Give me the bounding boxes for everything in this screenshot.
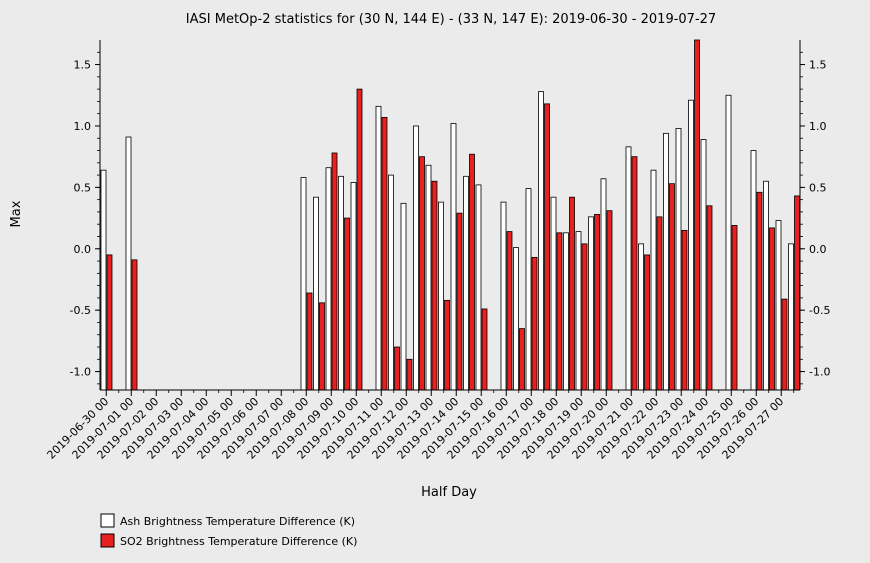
so2-bar-39	[594, 213, 600, 391]
axes-layer	[99, 40, 801, 391]
ash-bar-48	[700, 139, 707, 391]
so2-bar-23	[394, 346, 400, 391]
so2-bar-28	[456, 212, 463, 391]
ash-bar-0	[100, 169, 107, 391]
ash-bar-25	[413, 125, 419, 391]
so2-bar-24	[406, 358, 413, 391]
so2-bar-26	[431, 180, 438, 391]
ash-bar-26	[425, 164, 432, 391]
so2-bar-29	[469, 153, 475, 391]
ash-bar-52	[750, 150, 757, 391]
ash-bar-37	[563, 232, 569, 391]
x-axis-label: Half Day	[421, 485, 477, 500]
ash-bar-38	[575, 231, 582, 391]
so2-bar-53	[769, 227, 775, 391]
ash-bar-43	[638, 243, 644, 391]
y-tick-label-left-0: 1.5	[74, 59, 92, 72]
bars-layer	[100, 39, 800, 391]
so2-bar-47	[694, 39, 700, 391]
so2-bar-50	[731, 225, 738, 391]
ash-bar-46	[675, 128, 682, 391]
so2-bar-45	[669, 183, 675, 391]
so2-bar-22	[381, 116, 388, 391]
legend-swatch-so2	[100, 533, 115, 548]
so2-bar-54	[781, 298, 788, 391]
ash-bar-50	[725, 94, 732, 391]
y-tick-label-left-2: 0.5	[74, 181, 92, 194]
so2-bar-17	[319, 302, 325, 391]
so2-bar-16	[306, 292, 313, 391]
so2-bar-35	[544, 103, 550, 391]
y-tick-label-right-4: -0.5	[809, 304, 830, 317]
so2-bar-25	[419, 156, 425, 391]
ash-bar-23	[388, 174, 394, 391]
so2-bar-36	[556, 232, 563, 391]
legend-label-ash: Ash Brightness Temperature Difference (K…	[120, 515, 355, 528]
so2-bar-42	[631, 156, 638, 391]
ash-bar-55	[788, 243, 794, 391]
y-ticks-layer: 1.5 1.5 1.0 1.0 0.5 0.5 0.0 0.0 -0.5 -0.5 -1.0 -1.0	[70, 51, 830, 385]
ash-bar-32	[500, 201, 507, 391]
ash-bar-34	[525, 188, 532, 391]
ash-bar-27	[438, 201, 444, 391]
ash-bar-40	[600, 178, 607, 391]
ash-bar-28	[450, 123, 457, 391]
so2-bar-0	[106, 254, 113, 391]
so2-bar-43	[644, 254, 650, 391]
y-tick-label-right-1: 1.0	[809, 120, 827, 133]
legend-swatch-ash	[100, 513, 115, 528]
y-tick-label-left-1: 1.0	[74, 120, 92, 133]
so2-bar-2	[131, 259, 138, 391]
so2-bar-20	[356, 88, 363, 391]
so2-bar-37	[569, 196, 575, 391]
so2-bar-30	[481, 308, 488, 391]
ash-bar-17	[313, 196, 319, 391]
ash-bar-2	[125, 136, 132, 391]
ash-bar-18	[325, 167, 332, 391]
ash-bar-53	[763, 180, 769, 391]
ash-bar-20	[350, 182, 357, 391]
so2-bar-27	[444, 299, 450, 391]
so2-bar-32	[506, 231, 513, 391]
ash-bar-29	[463, 175, 469, 391]
so2-bar-38	[581, 243, 588, 391]
y-tick-label-right-3: 0.0	[809, 243, 827, 256]
ash-bar-35	[538, 91, 544, 391]
y-tick-label-right-2: 0.5	[809, 181, 827, 194]
y-tick-label-right-0: 1.5	[809, 59, 827, 72]
so2-bar-46	[681, 229, 688, 391]
so2-bar-48	[706, 205, 713, 391]
ash-bar-36	[550, 196, 557, 391]
ash-bar-54	[775, 220, 782, 391]
so2-bar-44	[656, 216, 663, 391]
ash-bar-16	[300, 177, 307, 391]
y-tick-label-left-5: -1.0	[70, 366, 91, 379]
y-axis-label: Max	[9, 200, 24, 227]
so2-bar-18	[331, 152, 338, 391]
ash-bar-22	[375, 105, 382, 391]
so2-bar-19	[344, 217, 350, 391]
ash-bar-19	[338, 175, 344, 391]
so2-bar-52	[756, 191, 763, 391]
legend: Ash Brightness Temperature Difference (K…	[100, 513, 357, 548]
so2-bar-33	[519, 328, 525, 391]
so2-bar-55	[794, 195, 800, 391]
ash-bar-44	[650, 169, 657, 391]
y-tick-label-right-5: -1.0	[809, 366, 830, 379]
ash-bar-24	[400, 202, 407, 391]
ash-bar-33	[513, 247, 519, 391]
ash-bar-45	[663, 132, 669, 391]
ash-bar-39	[588, 216, 594, 391]
y-tick-label-left-4: -0.5	[70, 304, 91, 317]
so2-bar-40	[606, 210, 613, 391]
y-tick-label-left-3: 0.0	[74, 243, 92, 256]
ash-bar-30	[475, 184, 482, 391]
legend-label-so2: SO2 Brightness Temperature Difference (K…	[120, 535, 357, 548]
ash-bar-47	[688, 99, 694, 391]
chart-title: IASI MetOp-2 statistics for (30 N, 144 E…	[186, 12, 716, 27]
so2-bar-34	[531, 256, 538, 391]
ash-bar-42	[625, 146, 632, 391]
